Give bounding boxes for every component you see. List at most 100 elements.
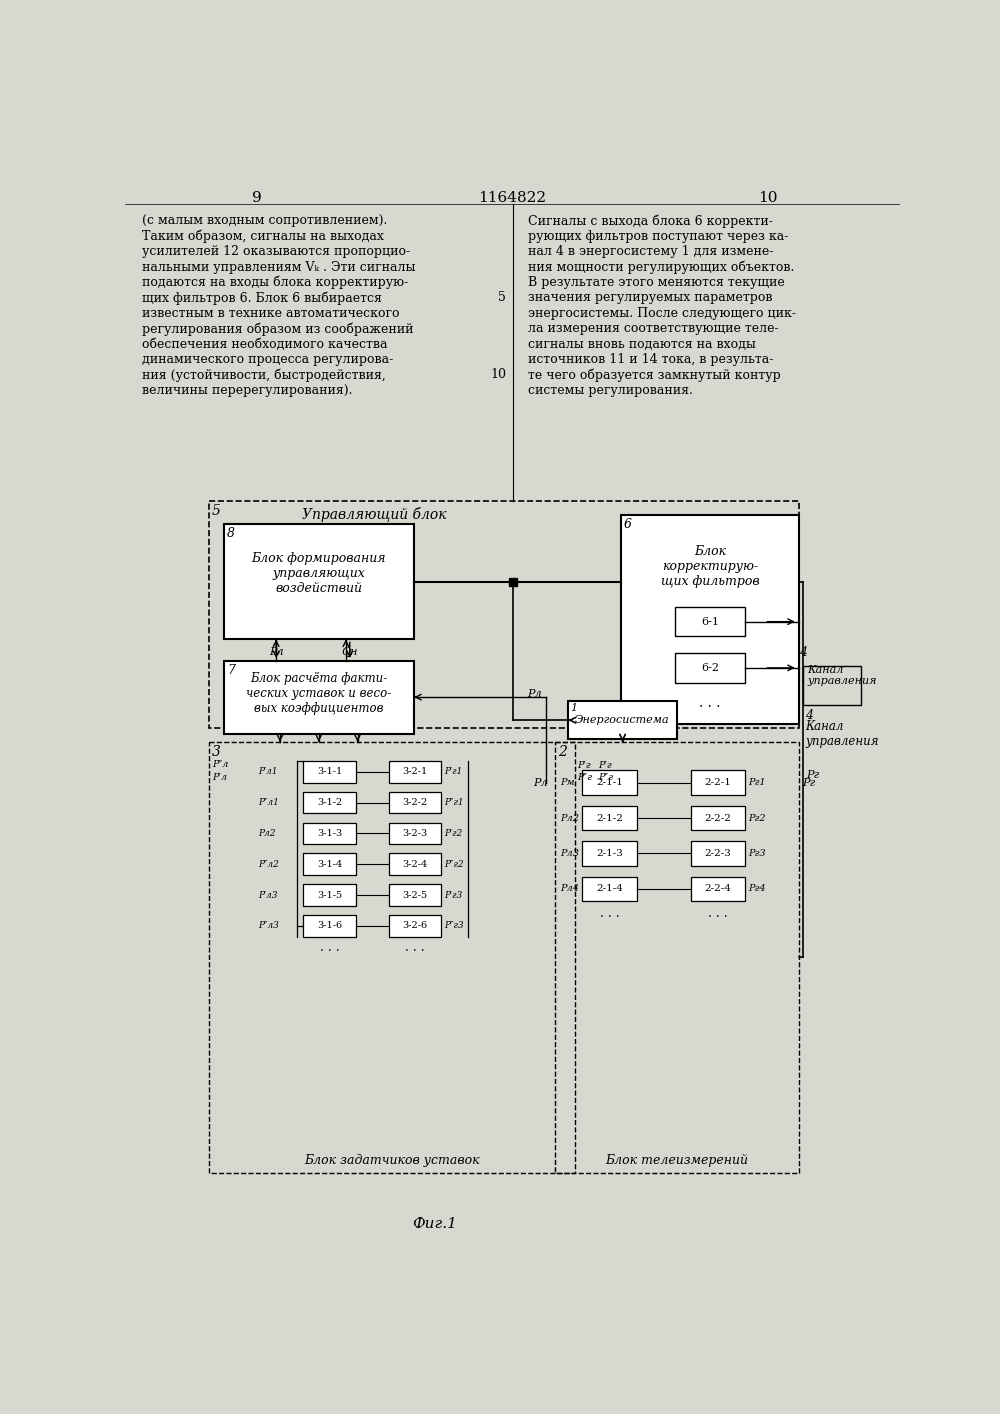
Text: . . .: . . . [405, 942, 425, 954]
Text: Сигналы с выхода блока 6 корректи-: Сигналы с выхода блока 6 корректи- [528, 215, 773, 228]
Bar [803, 666, 861, 704]
Text: . . .: . . . [600, 908, 619, 921]
Text: щих фильтров 6. Блок 6 выбирается: щих фильтров 6. Блок 6 выбирается [142, 291, 382, 305]
Bar [582, 877, 637, 901]
Text: 4: 4 [799, 646, 807, 659]
Text: Канал
управления: Канал управления [807, 665, 876, 686]
Text: 2-1-3: 2-1-3 [596, 848, 623, 858]
Text: 3-2-3: 3-2-3 [402, 829, 427, 839]
Bar [388, 915, 441, 936]
Text: ния мощности регулирующих объектов.: ния мощности регулирующих объектов. [528, 260, 794, 274]
Text: Р″л3: Р″л3 [258, 922, 279, 930]
Text: 2-1-2: 2-1-2 [596, 813, 623, 823]
Text: Блок
корректирую-
щих фильтров: Блок корректирую- щих фильтров [661, 546, 759, 588]
Text: Рг: Рг [806, 769, 819, 781]
Text: 3-1-4: 3-1-4 [317, 860, 342, 868]
Text: подаются на входы блока корректирую-: подаются на входы блока корректирую- [142, 276, 408, 290]
Text: 6: 6 [624, 518, 632, 530]
Bar [303, 915, 356, 936]
Text: 3-2-6: 3-2-6 [402, 922, 427, 930]
Text: 3-1-1: 3-1-1 [317, 768, 342, 776]
Text: рующих фильтров поступают через ка-: рующих фильтров поступают через ка- [528, 229, 788, 243]
Text: усилителей 12 оказываются пропорцио-: усилителей 12 оказываются пропорцио- [142, 245, 410, 259]
Text: величины перерегулирования).: величины перерегулирования). [142, 383, 353, 397]
Text: энергосистемы. После следующего цик-: энергосистемы. После следующего цик- [528, 307, 796, 320]
Bar [388, 854, 441, 875]
Text: Р′л1: Р′л1 [258, 768, 278, 776]
Bar [582, 771, 637, 795]
Text: 1164822: 1164822 [478, 191, 547, 205]
Text: 3-1-6: 3-1-6 [317, 922, 342, 930]
Bar [209, 501, 799, 728]
Text: Управляющий блок: Управляющий блок [302, 508, 446, 522]
Text: Блок расчёта факти-
ческих уставок и весо-
вых коэффициентов: Блок расчёта факти- ческих уставок и вес… [246, 672, 391, 715]
Text: . . .: . . . [699, 696, 721, 710]
Text: (с малым входным сопротивлением).: (с малым входным сопротивлением). [142, 215, 387, 228]
Text: Р″г2: Р″г2 [444, 860, 464, 868]
Bar [209, 742, 574, 1174]
Text: Р″г1: Р″г1 [444, 797, 464, 807]
Text: Рг2: Рг2 [748, 813, 766, 823]
Bar [388, 823, 441, 844]
Text: Рг: Рг [802, 778, 815, 788]
Text: Р″г: Р″г [578, 773, 593, 782]
Text: динамического процесса регулирова-: динамического процесса регулирова- [142, 354, 393, 366]
Text: 2-2-1: 2-2-1 [704, 778, 731, 788]
Text: Р′г1: Р′г1 [444, 768, 463, 776]
Text: обеспечения необходимого качества: обеспечения необходимого качества [142, 338, 388, 351]
Bar [691, 877, 745, 901]
Bar [388, 761, 441, 782]
Bar [691, 771, 745, 795]
Text: 10: 10 [490, 368, 506, 382]
Bar [303, 884, 356, 906]
Text: ла измерения соответствующие теле-: ла измерения соответствующие теле- [528, 322, 779, 335]
Bar [582, 806, 637, 830]
Text: Рг1: Рг1 [748, 778, 766, 788]
Text: 3-2-4: 3-2-4 [402, 860, 427, 868]
Text: Р′л3: Р′л3 [258, 891, 278, 899]
Text: 3-2-1: 3-2-1 [402, 768, 427, 776]
Text: регулирования образом из соображений: регулирования образом из соображений [142, 322, 414, 335]
Text: Энергосистема: Энергосистема [575, 715, 670, 725]
Bar [675, 653, 745, 683]
Text: Блок задатчиков уставок: Блок задатчиков уставок [304, 1154, 479, 1167]
Text: 2-1-1: 2-1-1 [596, 778, 623, 788]
Text: 6-1: 6-1 [701, 617, 719, 626]
Text: 9: 9 [252, 191, 262, 205]
Text: 3: 3 [212, 745, 221, 759]
Bar [303, 823, 356, 844]
Text: значения регулируемых параметров: значения регулируемых параметров [528, 291, 772, 304]
Text: Рл4: Рл4 [560, 884, 579, 894]
Text: известным в технике автоматического: известным в технике автоматического [142, 307, 400, 320]
Text: 1: 1 [571, 703, 578, 713]
Text: Рл2: Рл2 [258, 829, 276, 839]
Text: 2-1-4: 2-1-4 [596, 884, 623, 894]
Text: Рл: Рл [533, 778, 548, 788]
Text: нальными управлениям Vₖ . Эти сигналы: нальными управлениям Vₖ . Эти сигналы [142, 260, 416, 273]
Bar [568, 701, 677, 740]
Text: источников 11 и 14 тока, в результа-: источников 11 и 14 тока, в результа- [528, 354, 773, 366]
Bar [388, 884, 441, 906]
Text: 2-2-4: 2-2-4 [704, 884, 731, 894]
Bar [388, 792, 441, 813]
Bar [224, 660, 414, 734]
Text: Р′г: Р′г [578, 761, 591, 771]
Text: Рл: Рл [269, 648, 283, 658]
Text: Р″л2: Р″л2 [258, 860, 279, 868]
Text: 3-2-5: 3-2-5 [402, 891, 427, 899]
Text: В результате этого меняются текущие: В результате этого меняются текущие [528, 276, 785, 288]
Text: Рг3: Рг3 [748, 848, 766, 858]
Bar [691, 841, 745, 865]
Text: Р″г3: Р″г3 [444, 922, 464, 930]
Bar [224, 523, 414, 639]
Text: сигналы вновь подаются на входы: сигналы вновь подаются на входы [528, 338, 756, 351]
Text: 3-1-5: 3-1-5 [317, 891, 342, 899]
Text: Рм: Рм [560, 778, 574, 788]
Text: . . .: . . . [320, 942, 339, 954]
Text: 7: 7 [227, 665, 235, 677]
Text: Рг4: Рг4 [748, 884, 766, 894]
Text: Р′г2: Р′г2 [444, 829, 463, 839]
Bar [691, 806, 745, 830]
Bar [303, 854, 356, 875]
Bar [303, 792, 356, 813]
